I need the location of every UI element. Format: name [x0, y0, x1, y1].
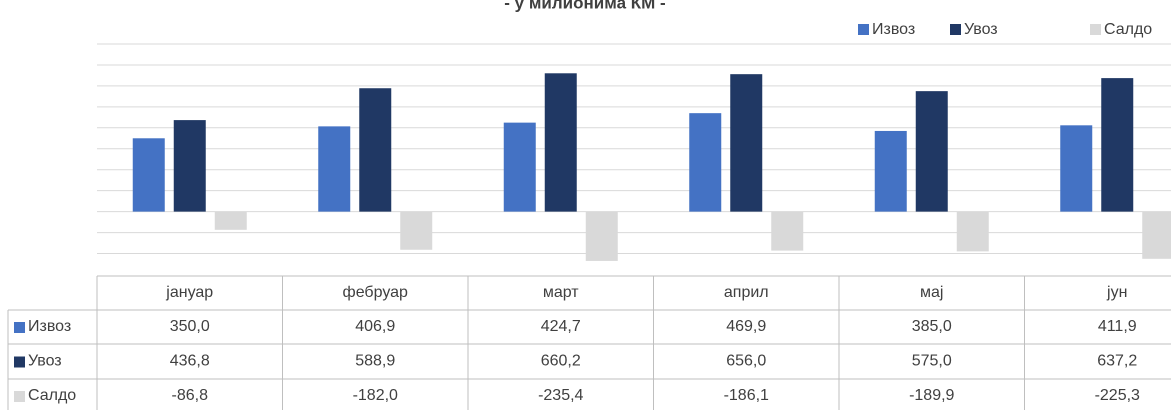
bar — [1142, 211, 1171, 259]
chart-title: - у милионима КМ - — [504, 0, 665, 12]
table-cell: 575,0 — [912, 353, 952, 370]
x-tick-label: април — [724, 284, 769, 301]
legend-label: Увоз — [964, 21, 998, 38]
table-cell: 436,8 — [170, 353, 210, 370]
legend-swatch — [950, 24, 961, 35]
bar — [915, 91, 948, 212]
legend-swatch — [14, 322, 25, 333]
legend-swatch — [1090, 24, 1101, 35]
bar — [771, 211, 804, 251]
table-cell: 660,2 — [541, 353, 581, 370]
legend-label: Извоз — [872, 21, 915, 38]
x-tick-label: јун — [1106, 284, 1127, 301]
bar — [544, 73, 577, 212]
table-cell: 350,0 — [170, 318, 210, 335]
legend-swatch — [14, 391, 25, 402]
table-cell: 637,2 — [1097, 353, 1137, 370]
bar — [400, 211, 433, 250]
table-cell: 656,0 — [726, 353, 766, 370]
bar — [318, 126, 351, 212]
table-cell: 385,0 — [912, 318, 952, 335]
x-tick-label: мај — [920, 284, 943, 301]
bar — [585, 211, 618, 261]
bar — [173, 120, 206, 212]
bar — [689, 113, 722, 212]
row-label: Извоз — [28, 318, 71, 335]
table-cell: 406,9 — [355, 318, 395, 335]
table-cell: 424,7 — [541, 318, 581, 335]
table-cell: 469,9 — [726, 318, 766, 335]
legend-label: Салдо — [1104, 21, 1152, 38]
bar — [132, 138, 165, 212]
bar — [1060, 125, 1093, 212]
table-cell: -225,3 — [1095, 387, 1140, 404]
bar — [503, 122, 536, 212]
bar — [874, 130, 907, 212]
table-cell: 411,9 — [1098, 318, 1137, 335]
table-cell: -86,8 — [172, 387, 209, 404]
bar — [730, 74, 763, 212]
x-tick-label: јануар — [165, 284, 213, 301]
bar — [1101, 78, 1134, 212]
table-cell: -189,9 — [909, 387, 954, 404]
x-tick-label: фебруар — [343, 284, 408, 301]
bar — [214, 211, 247, 230]
row-label: Салдо — [28, 387, 76, 404]
table-cell: -186,1 — [724, 387, 769, 404]
table-cell: 588,9 — [355, 353, 395, 370]
legend-swatch — [14, 356, 25, 368]
legend-swatch — [858, 24, 869, 35]
bar — [956, 211, 989, 252]
row-label: Увоз — [28, 353, 62, 370]
table-cell: -182,0 — [353, 387, 398, 404]
bar — [359, 88, 392, 212]
x-tick-label: март — [543, 284, 579, 301]
table-cell: -235,4 — [538, 387, 583, 404]
